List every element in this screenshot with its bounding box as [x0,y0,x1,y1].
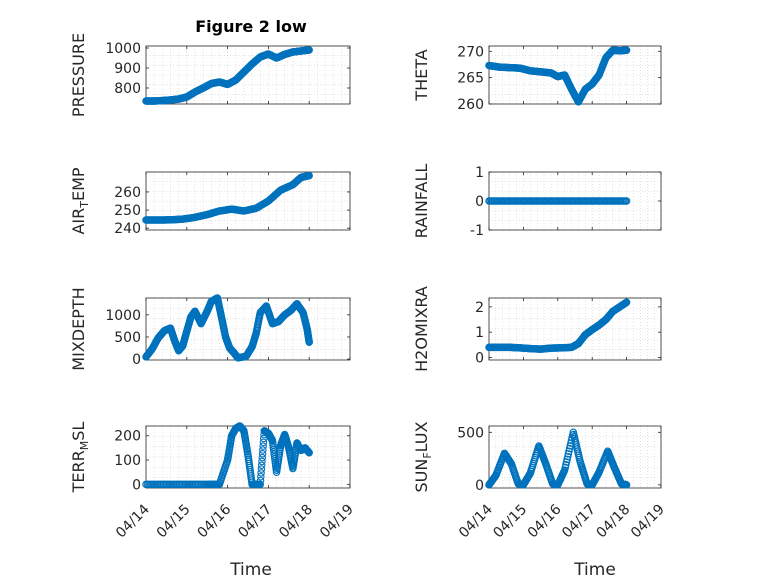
x-tick-label: 04/15 [154,502,194,542]
y-tick-label: 500 [457,425,484,441]
y-tick-label: 240 [114,221,141,237]
panel-pressure: 800 900 1000 PRESSURE [69,33,351,117]
data-point [257,472,265,481]
y-axis-label: TERRMSL [69,422,91,494]
panel-rainfall: -1 0 1 RAINFALL [412,164,662,239]
y-tick-label: 0 [132,352,141,368]
x-tick-label: 04/18 [594,502,634,542]
x-axis-label-right: Time [573,560,616,580]
grid [146,46,350,104]
x-tick-label: 04/18 [276,502,316,542]
axes-box [488,45,662,105]
x-tick-label: 04/17 [559,502,599,542]
data-point [305,46,313,54]
data-point [305,171,313,180]
series-points [142,171,313,224]
series-points [142,422,313,489]
y-tick-label: 265 [457,71,484,87]
y-tick-label: 800 [114,81,141,97]
panel-air-temp: 240 250 260 AIRTEMP [69,167,351,237]
data-point [258,453,267,462]
y-tick-label: 260 [114,185,141,201]
y-tick-label: -1 [470,223,484,239]
data-point [622,46,631,54]
x-tick-label: 04/16 [195,501,235,541]
panel-theta: 260 265 270 THETA [412,44,662,113]
series-points [485,197,631,205]
panel-h2omixra: 0 1 2 H2OMIXRA [412,286,662,372]
x-tick-label: 04/19 [628,502,668,542]
figure-title: Figure 2 low [195,17,307,36]
data-point [622,197,631,205]
data-point [305,338,313,347]
axes-box [145,297,351,361]
y-tick-label: 900 [114,61,141,77]
series-points [485,428,631,489]
y-axis-label: SUNFLUX [412,421,434,492]
data-point [622,298,631,307]
y-tick-label: 200 [114,429,141,445]
axes-box [488,297,662,361]
y-tick-label: 250 [114,203,141,219]
panel-mixdepth: 0 500 1000 MIXDEPTH [69,287,351,371]
grid [489,172,661,230]
data-point [257,461,266,469]
y-tick-label: 2 [475,300,484,316]
y-axis-label: AIRTEMP [69,167,91,234]
x-tick-label: 04/16 [525,501,565,541]
y-axis-label: H2OMIXRA [412,286,431,372]
y-tick-label: 100 [114,453,141,469]
y-tick-label: 0 [475,350,484,366]
x-axis-label-left: Time [229,560,272,580]
data-point [305,448,313,457]
x-tick-label: 04/15 [490,502,530,542]
y-tick-label: 0 [132,477,141,493]
axes-box [145,45,351,105]
data-point [259,438,268,447]
y-axis-label: MIXDEPTH [69,287,88,370]
y-tick-label: 1 [475,165,484,181]
data-point [259,446,267,454]
y-tick-label: 0 [475,194,484,210]
y-tick-label: 1000 [105,41,141,57]
y-tick-label: 1000 [105,308,141,324]
x-tick-label: 04/14 [456,501,496,541]
y-axis-label: THETA [412,49,431,101]
x-tick-label: 04/17 [235,502,275,542]
y-tick-label: 0 [475,478,484,494]
panel-terr-msl: 0 100 200 04/14 04/15 04/16 04/17 04/18 04/19 TER… [69,422,357,542]
axes-box [145,425,351,489]
y-tick-label: 1 [475,325,484,341]
series-points [485,298,631,353]
data-point [259,442,267,450]
y-tick-label: 500 [114,330,141,346]
data-point [256,480,264,489]
y-tick-label: 270 [457,44,484,60]
data-point [622,481,631,489]
data-point [257,465,266,473]
axes-box [145,171,351,231]
data-point [258,457,266,466]
y-axis-label: RAINFALL [412,164,431,239]
x-tick-label: 04/19 [317,502,357,542]
y-tick-label: 260 [457,97,484,113]
data-point [257,469,265,477]
data-point [258,450,267,458]
x-tick-label: 04/14 [113,501,153,541]
axes-box [488,425,662,489]
data-point [256,476,265,485]
y-axis-label: PRESSURE [69,33,88,117]
data-point [259,434,268,443]
series-points [142,294,313,362]
series-points [485,46,631,106]
series-points [142,46,313,105]
